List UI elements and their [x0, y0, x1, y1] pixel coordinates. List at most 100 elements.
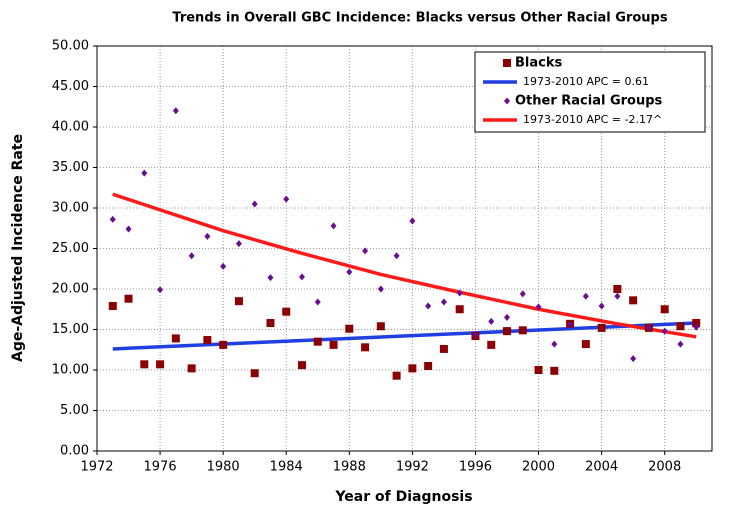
- point: [219, 340, 228, 349]
- point: [187, 364, 196, 373]
- point: [250, 369, 259, 378]
- point: [156, 360, 165, 369]
- y-tick-label: 30.00: [52, 201, 89, 216]
- point: [661, 327, 668, 335]
- point: [535, 303, 542, 311]
- y-tick-label: 35.00: [52, 160, 89, 175]
- point: [503, 327, 511, 336]
- point: [551, 340, 558, 348]
- y-tick-label: 5.00: [60, 403, 89, 418]
- legend-label: Other Racial Groups: [515, 94, 663, 109]
- y-tick-label: 25.00: [52, 241, 89, 256]
- y-axis-label: Age-Adjusted Incidence Rate: [10, 134, 26, 362]
- point: [299, 273, 305, 281]
- point: [283, 195, 290, 203]
- x-tick-label: 1984: [270, 460, 303, 475]
- y-tick-label: 15.00: [52, 322, 89, 337]
- trend-line: [112, 321, 697, 351]
- point: [439, 344, 448, 353]
- point: [330, 222, 337, 230]
- point: [408, 364, 417, 373]
- point: [676, 322, 685, 331]
- x-tick-label: 1980: [207, 460, 240, 475]
- point: [409, 217, 416, 225]
- point: [204, 232, 211, 240]
- point: [472, 331, 479, 339]
- point: [581, 340, 590, 349]
- plot-frame: [96, 45, 713, 452]
- point: [267, 274, 274, 282]
- legend-swatch: [504, 97, 510, 105]
- point: [660, 305, 669, 314]
- point: [251, 200, 258, 208]
- legend-label: 1973-2010 APC = 0.61: [523, 75, 649, 88]
- legend-box: [474, 51, 706, 133]
- point: [645, 324, 652, 332]
- point: [157, 286, 164, 294]
- point: [550, 366, 559, 375]
- legend-swatch: [503, 59, 511, 67]
- x-tick-label: 1992: [396, 460, 429, 475]
- x-tick-label: 2008: [648, 460, 681, 475]
- point: [188, 252, 195, 260]
- point: [425, 302, 432, 310]
- point: [313, 337, 322, 346]
- y-tick-label: 20.00: [52, 282, 89, 297]
- point: [424, 361, 433, 370]
- point: [220, 262, 227, 270]
- point: [141, 169, 148, 177]
- y-tick-label: 45.00: [52, 79, 89, 94]
- point: [171, 334, 180, 343]
- y-tick-label: 10.00: [52, 363, 89, 378]
- x-axis-label: Year of Diagnosis: [334, 489, 472, 505]
- point: [692, 319, 701, 328]
- point: [629, 296, 638, 305]
- x-tick-label: 2000: [522, 460, 555, 475]
- point: [392, 371, 401, 380]
- point: [630, 355, 637, 363]
- point: [456, 289, 463, 297]
- point: [582, 292, 589, 300]
- point: [109, 215, 116, 223]
- point: [346, 268, 353, 276]
- point: [266, 319, 275, 328]
- legend-label: Blacks: [515, 56, 562, 71]
- point: [393, 252, 400, 260]
- point: [518, 326, 527, 335]
- point: [440, 298, 447, 306]
- trend-line: [112, 192, 697, 339]
- x-tick-label: 1976: [144, 460, 177, 475]
- y-tick-label: 0.00: [60, 444, 89, 459]
- point: [235, 240, 242, 248]
- point: [172, 107, 179, 115]
- point: [693, 323, 700, 331]
- y-tick-label: 40.00: [52, 120, 89, 135]
- point: [362, 247, 369, 255]
- x-tick-label: 1988: [333, 460, 366, 475]
- point: [567, 321, 574, 329]
- point: [298, 361, 306, 370]
- x-tick-label: 1972: [80, 460, 113, 475]
- point: [519, 290, 526, 298]
- point: [203, 336, 212, 345]
- point: [282, 307, 291, 316]
- y-tick-label: 50.00: [52, 39, 89, 54]
- point: [455, 305, 464, 314]
- point: [376, 322, 385, 331]
- point: [597, 323, 606, 332]
- point: [487, 340, 496, 349]
- point: [140, 360, 149, 369]
- point: [234, 297, 243, 306]
- point: [345, 324, 354, 333]
- point: [614, 292, 621, 300]
- point: [377, 285, 384, 293]
- point: [108, 302, 117, 311]
- x-tick-label: 1996: [459, 460, 492, 475]
- chart-title: Trends in Overall GBC Incidence: Blacks …: [172, 11, 667, 26]
- point: [613, 285, 622, 293]
- point: [598, 302, 605, 310]
- point: [125, 225, 132, 233]
- point: [124, 294, 133, 303]
- legend-label: 1973-2010 APC = -2.17^: [523, 113, 662, 126]
